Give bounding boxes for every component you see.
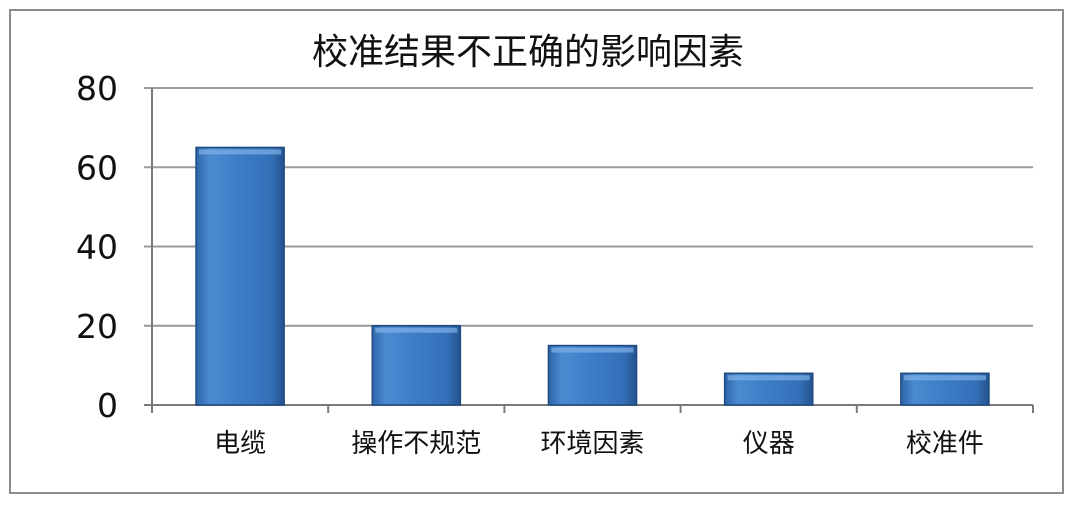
x-tick-label: 操作不规范 — [351, 429, 481, 459]
bar — [195, 146, 285, 406]
y-tick-label: 60 — [76, 148, 118, 187]
x-tick-label: 校准件 — [906, 429, 984, 459]
bar-highlight — [551, 347, 634, 353]
bar-highlight — [903, 375, 986, 381]
y-tick-label: 80 — [76, 69, 118, 108]
x-tick-label: 仪器 — [743, 429, 795, 459]
bar-highlight — [375, 327, 458, 333]
y-tick-label: 40 — [76, 228, 118, 267]
y-tick-label: 0 — [97, 386, 118, 425]
x-tick-label: 电缆 — [214, 429, 266, 459]
bar-highlight — [727, 375, 810, 381]
chart-title: 校准结果不正确的影响因素 — [312, 32, 744, 73]
bar — [547, 344, 638, 406]
bar — [371, 325, 462, 406]
y-tick-label: 20 — [76, 307, 118, 346]
x-tick-label: 环境因素 — [540, 429, 644, 459]
chart-frame — [9, 9, 1064, 494]
bar-highlight — [199, 149, 282, 155]
